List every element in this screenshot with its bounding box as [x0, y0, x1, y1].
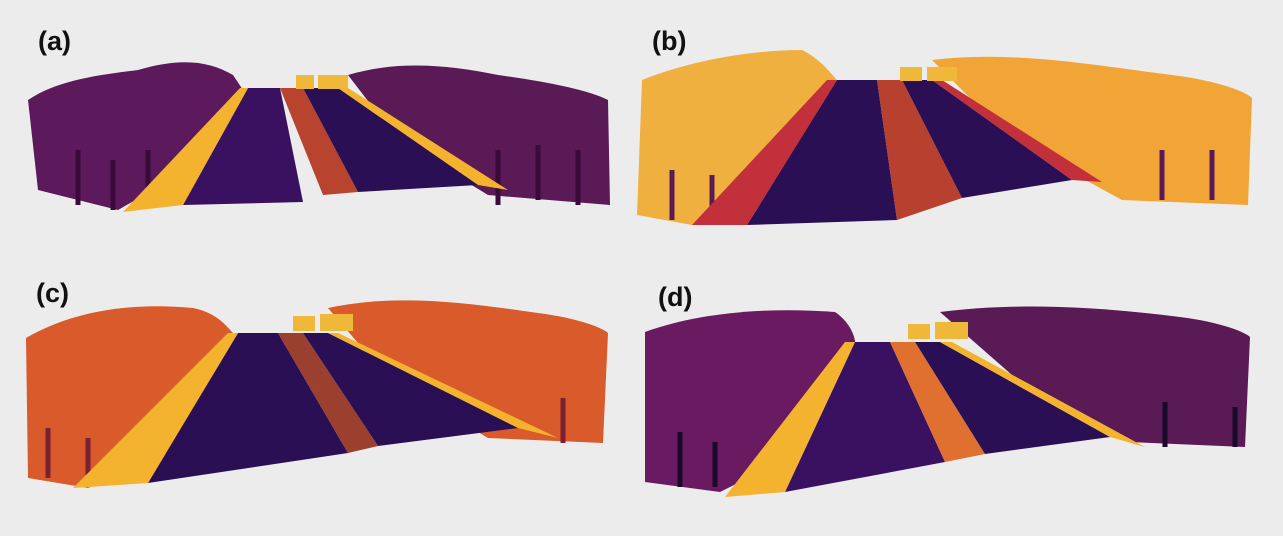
trees-right: [348, 65, 610, 205]
rail-right: [932, 80, 1102, 182]
median: [877, 80, 962, 220]
trees-left: [637, 50, 837, 225]
panel-d: (d): [640, 282, 1255, 502]
point-cloud-b: [637, 50, 1252, 225]
sign-right: [935, 322, 968, 339]
rail-right: [940, 342, 1145, 447]
sign-left: [908, 324, 930, 339]
trees-right: [940, 306, 1250, 447]
rail-right: [328, 333, 558, 438]
rail-right: [338, 88, 508, 190]
road-left: [183, 88, 303, 205]
panel-label: (c): [36, 278, 69, 308]
rail-left: [123, 88, 248, 212]
median: [890, 342, 985, 462]
sign-right: [927, 67, 957, 81]
panel-label: (d): [658, 282, 693, 312]
road-left: [148, 333, 348, 483]
road-left: [747, 80, 897, 225]
panel-a: (a): [18, 20, 618, 220]
road-right: [902, 80, 1072, 198]
sign-right: [320, 314, 353, 331]
trees-left: [26, 306, 233, 488]
median: [280, 88, 358, 195]
sign-left: [296, 75, 314, 89]
sign-left: [900, 67, 922, 81]
road-right: [915, 342, 1110, 454]
point-cloud-d: [645, 306, 1250, 497]
rail-left: [73, 333, 238, 488]
rail-left: [725, 342, 855, 497]
trees-right: [932, 56, 1252, 205]
rail-left: [692, 80, 837, 225]
trees-left: [28, 62, 243, 210]
panel-label: (a): [38, 26, 71, 56]
sign-left: [293, 316, 315, 331]
trees-right: [328, 300, 608, 443]
panel-c: (c): [18, 278, 618, 493]
point-cloud-c: [26, 300, 608, 488]
road-left: [785, 342, 945, 492]
road-right: [303, 88, 478, 192]
panel-b: (b): [632, 20, 1257, 230]
tree-trunks: [677, 402, 1238, 487]
sign-right: [318, 75, 348, 89]
point-cloud-a: [28, 62, 610, 212]
panel-label: (b): [652, 26, 687, 56]
median: [278, 333, 378, 453]
road-right: [303, 333, 518, 446]
